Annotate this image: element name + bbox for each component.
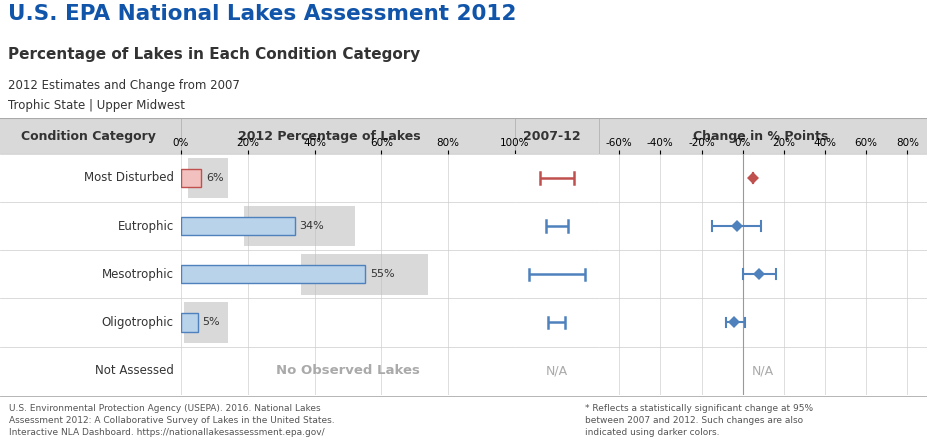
Bar: [184, 302, 227, 343]
Text: N/A: N/A: [752, 364, 773, 377]
Bar: [181, 313, 197, 332]
Text: N/A: N/A: [545, 364, 567, 377]
Text: Percentage of Lakes in Each Condition Category: Percentage of Lakes in Each Condition Ca…: [7, 47, 420, 62]
Bar: [187, 158, 227, 198]
Bar: [181, 169, 201, 187]
Text: U.S. EPA National Lakes Assessment 2012: U.S. EPA National Lakes Assessment 2012: [7, 4, 515, 24]
Bar: [301, 254, 427, 294]
Text: 55%: 55%: [369, 269, 394, 279]
Text: Mesotrophic: Mesotrophic: [102, 268, 173, 281]
Text: U.S. Environmental Protection Agency (USEPA). 2016. National Lakes
Assessment 20: U.S. Environmental Protection Agency (US…: [9, 404, 335, 437]
Text: 6%: 6%: [206, 173, 223, 183]
Text: Condition Category: Condition Category: [20, 129, 156, 143]
Text: Trophic State | Upper Midwest: Trophic State | Upper Midwest: [7, 99, 184, 112]
Text: Eutrophic: Eutrophic: [118, 219, 173, 233]
Text: Oligotrophic: Oligotrophic: [102, 316, 173, 329]
Text: 34%: 34%: [299, 221, 324, 231]
Text: Not Assessed: Not Assessed: [95, 364, 173, 377]
Bar: [181, 217, 294, 235]
Text: 2012 Estimates and Change from 2007: 2012 Estimates and Change from 2007: [7, 79, 239, 92]
Text: Change in % Points: Change in % Points: [692, 129, 828, 143]
Text: * Reflects a statistically significant change at 95%
between 2007 and 2012. Such: * Reflects a statistically significant c…: [584, 404, 812, 437]
Text: Most Disturbed: Most Disturbed: [83, 171, 173, 185]
Bar: [181, 265, 364, 284]
Text: 5%: 5%: [202, 318, 220, 327]
Text: 2007-12: 2007-12: [523, 129, 580, 143]
Text: 2012 Percentage of Lakes: 2012 Percentage of Lakes: [238, 129, 420, 143]
Bar: [244, 206, 354, 246]
Text: No Observed Lakes: No Observed Lakes: [275, 364, 420, 377]
